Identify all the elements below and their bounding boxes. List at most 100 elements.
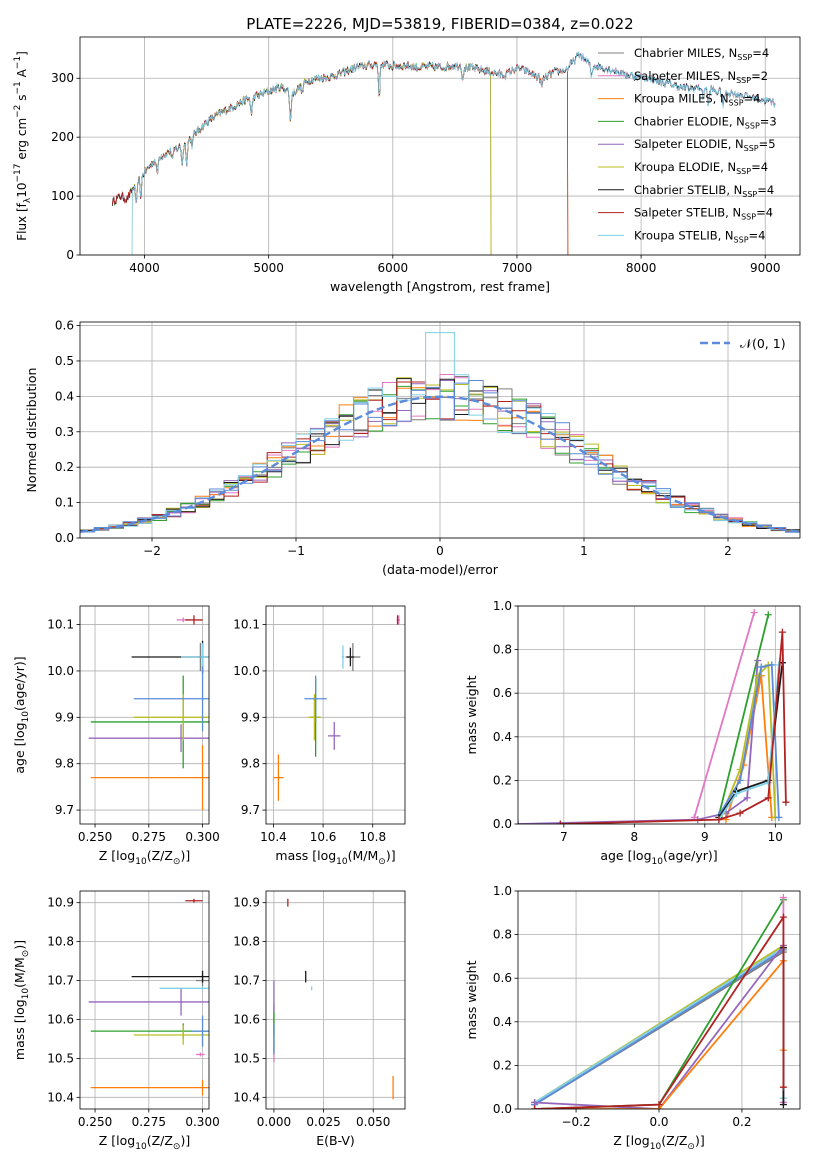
ticks xyxy=(76,902,203,1113)
panel-mass-vs-ebv: 0.000 0.025 0.050 10.4 10.5 10.6 10.7 10.8 10.9 E… xyxy=(233,890,406,1148)
weight-marker xyxy=(779,913,787,921)
spectrum-line xyxy=(111,59,569,255)
ticks xyxy=(514,890,743,1113)
x-tick-label: 10.4 xyxy=(260,830,287,844)
y-tick-label: 0.2 xyxy=(493,1058,512,1072)
y-axis-label: mass weight xyxy=(464,675,479,754)
x-tick-label: 7000 xyxy=(502,261,533,275)
y-tick-label: 9.9 xyxy=(241,710,260,724)
y-tick-label: 0.5 xyxy=(55,354,74,368)
weight-line xyxy=(693,612,756,818)
weight-marker xyxy=(531,1105,539,1109)
gridlines xyxy=(266,891,405,1109)
y-tick-label: 0.6 xyxy=(493,686,512,700)
axes-frame xyxy=(79,890,210,1110)
weight-marker xyxy=(778,628,786,636)
x-tick-label: 0.050 xyxy=(356,1115,390,1129)
x-axis-label: wavelength [Angstrom, rest frame] xyxy=(330,279,550,294)
legend-entry: Salpeter ELODIE, NSSP=5 xyxy=(634,137,776,153)
x-tick-label: 8 xyxy=(631,830,639,844)
y-tick-label: 10.4 xyxy=(47,1090,74,1104)
x-tick-label: 2 xyxy=(724,544,732,558)
error-bar xyxy=(191,1015,209,1047)
y-tick-label: 0.2 xyxy=(493,773,512,787)
spectrum-line xyxy=(131,51,776,255)
panel-mass-vs-z: 0.250 0.275 0.300 10.4 10.5 10.6 10.7 10.8 10.9 Z… xyxy=(12,890,220,1152)
error-bar xyxy=(90,1079,209,1096)
panel-mass-weight-vs-z: −0.2 0.0 0.2 0.0 0.2 0.4 0.6 0.8 1.0 Z [log10​(Z/… xyxy=(464,884,801,1152)
x-axis-label: Z [log10​(Z/Z⊙​)] xyxy=(613,1133,704,1152)
y-tick-label: 0.0 xyxy=(55,531,74,545)
x-tick-label: 0.250 xyxy=(78,830,112,844)
weight-line xyxy=(534,944,785,1109)
ticks xyxy=(262,902,374,1113)
error-bar xyxy=(196,1052,205,1057)
y-axis-label: age [log10​(age/yr)] xyxy=(12,656,31,773)
panel-residual-hist: −2 −1 0 1 2 0.0 0.1 0.2 0.3 0.4 0.5 0.6 (data-model)… xyxy=(24,319,801,577)
legend-entry: Salpeter MILES, NSSP=2 xyxy=(634,69,768,85)
ticks xyxy=(76,325,729,542)
error-bar xyxy=(90,1023,209,1039)
x-tick-label: 1 xyxy=(580,544,588,558)
y-tick-label: 0.6 xyxy=(55,319,74,333)
weight-marker xyxy=(779,1083,787,1091)
panel-age-vs-mass: 10.4 10.6 10.8 9.7 9.8 9.9 10.0 10.1 mass [log10… xyxy=(233,605,406,867)
error-bar xyxy=(159,986,209,991)
ticks xyxy=(262,624,374,828)
y-tick-label: 200 xyxy=(51,130,74,144)
axes-frame xyxy=(517,605,801,825)
x-tick-label: 0.025 xyxy=(306,1115,340,1129)
x-axis-label: (data-model)/error xyxy=(382,562,499,577)
ticks xyxy=(514,605,776,828)
legend-entry: Kroupa STELIB, NSSP=4 xyxy=(634,228,765,244)
weight-marker xyxy=(733,789,741,797)
legend-entry: Chabrier STELIB, NSSP=4 xyxy=(634,183,774,199)
y-tick-label: 0.8 xyxy=(493,643,512,657)
y-tick-label: 10.8 xyxy=(47,935,74,949)
y-tick-label: 10.1 xyxy=(47,618,74,632)
y-tick-label: 10.5 xyxy=(233,1051,260,1065)
weight-marker xyxy=(768,661,776,669)
y-tick-label: 1.0 xyxy=(493,884,512,898)
histogram-series xyxy=(80,380,800,534)
legend-entry: Kroupa ELODIE, NSSP=4 xyxy=(634,160,768,176)
axes-frame xyxy=(265,890,406,1110)
y-tick-label: 0.8 xyxy=(493,928,512,942)
figure-title: PLATE=2226, MJD=53819, FIBERID=0384, z=0… xyxy=(246,15,633,33)
y-tick-label: 9.8 xyxy=(241,757,260,771)
x-axis-label: age [log10​(age/yr)] xyxy=(600,848,717,867)
panel-age-vs-z: 0.250 0.275 0.300 9.7 9.8 9.9 10.0 10.1 Z [log10… xyxy=(12,605,220,867)
plot-area xyxy=(518,609,790,824)
y-tick-label: 10.9 xyxy=(233,896,260,910)
x-tick-label: 0.275 xyxy=(132,1115,166,1129)
weight-marker xyxy=(743,794,751,802)
y-tick-label: 9.7 xyxy=(241,803,260,817)
error-bar xyxy=(90,675,209,769)
x-tick-label: 0.300 xyxy=(185,830,219,844)
error-bar xyxy=(185,898,203,903)
gridlines xyxy=(80,891,209,1109)
y-tick-label: 0.0 xyxy=(493,817,512,831)
weight-line xyxy=(718,614,770,816)
weight-marker xyxy=(736,776,744,784)
axes-frame xyxy=(79,321,801,539)
panel-spectrum: 4000 5000 6000 7000 8000 9000 0 100 200 300 wavele… xyxy=(13,36,801,294)
error-bar xyxy=(90,745,209,811)
spectrum-line xyxy=(111,60,569,255)
x-tick-label: 10 xyxy=(768,830,783,844)
y-tick-label: 10.0 xyxy=(233,664,260,678)
x-axis-label: Z [log10​(Z/Z⊙​)] xyxy=(99,848,190,867)
x-tick-label: 5000 xyxy=(253,261,284,275)
legend-entry: Chabrier ELODIE, NSSP=3 xyxy=(634,114,777,130)
panel-mass-weight-vs-age: 7 8 9 10 0.0 0.2 0.4 0.6 0.8 1.0 age [log10​(age/y… xyxy=(464,599,801,867)
legend-entry: 𝒩(0, 1) xyxy=(740,336,786,351)
x-tick-label: 0.0 xyxy=(649,1115,668,1129)
plot-area xyxy=(273,898,394,1100)
y-tick-label: 10.0 xyxy=(47,664,74,678)
error-bar xyxy=(133,666,209,732)
y-tick-label: 0.0 xyxy=(493,1102,512,1116)
error-bar xyxy=(341,645,345,669)
normal-curve xyxy=(80,395,800,533)
x-axis-label: Z [log10​(Z/Z⊙​)] xyxy=(99,1133,190,1152)
